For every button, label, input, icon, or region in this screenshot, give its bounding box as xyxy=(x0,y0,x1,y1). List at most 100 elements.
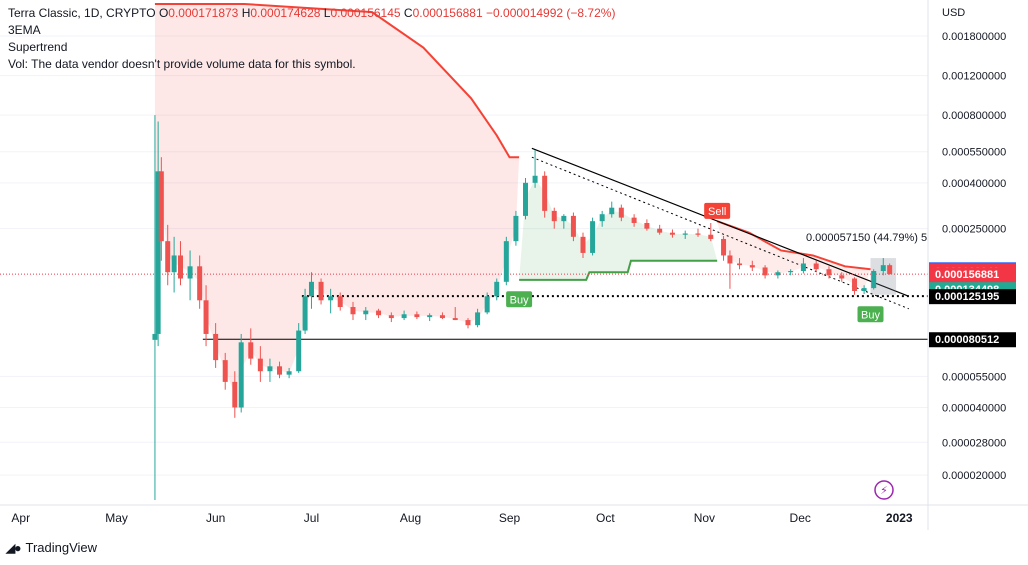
candle-body xyxy=(296,330,302,372)
candle-body xyxy=(682,233,688,235)
close-label: C xyxy=(403,6,413,20)
candle-body xyxy=(542,175,548,211)
candle-body xyxy=(657,228,663,233)
candle-body xyxy=(388,315,394,319)
candle-body xyxy=(631,217,637,223)
candle-body xyxy=(452,318,458,321)
candle-body xyxy=(695,233,701,235)
candle-body xyxy=(561,215,567,222)
price-label-text: 0.000125195 xyxy=(935,291,999,303)
supertrend-down-line xyxy=(154,3,520,159)
candle-body xyxy=(155,171,161,334)
candle-body xyxy=(599,214,605,222)
candle-body xyxy=(775,272,781,276)
candle-body xyxy=(277,366,283,375)
candle-body xyxy=(513,215,519,242)
candle-body xyxy=(337,296,343,308)
x-tick-label: Nov xyxy=(694,511,715,525)
candle-body xyxy=(590,221,596,253)
ohlc-row: Terra Classic, 1D, CRYPTO O0.000171873 H… xyxy=(8,5,615,22)
y-tick-label: 0.000800000 xyxy=(942,110,1006,122)
signal-label: Buy xyxy=(510,294,529,306)
y-tick-label: 0.001800000 xyxy=(942,31,1006,43)
lightning-icon-glyph: ⚡ xyxy=(880,484,888,497)
candle-body xyxy=(669,232,675,235)
candle-body xyxy=(532,175,538,183)
candle-body xyxy=(475,312,481,326)
price-label-text: 0.000080512 xyxy=(935,334,999,346)
open-value: 0.000171873 xyxy=(168,6,239,20)
candle-body xyxy=(165,241,171,273)
price-label-text: 0.000156881 xyxy=(935,269,999,281)
candle-body xyxy=(213,333,219,361)
x-tick-label: Oct xyxy=(596,511,615,525)
candle-body xyxy=(503,241,509,282)
x-tick-label: Dec xyxy=(790,511,811,525)
y-tick-label: 0.000400000 xyxy=(942,178,1006,190)
candle-body xyxy=(238,342,244,408)
candle-body xyxy=(871,271,877,289)
candle-body xyxy=(203,300,209,334)
candle-body xyxy=(286,371,292,375)
signal-label: Sell xyxy=(708,206,726,218)
candle-body xyxy=(813,263,819,270)
candle-body xyxy=(887,265,893,275)
supertrend-down2-fill xyxy=(717,221,871,290)
candle-body xyxy=(318,281,324,301)
candle-body xyxy=(762,267,768,276)
candle-body xyxy=(187,266,193,279)
candle-body xyxy=(644,222,650,229)
candle-body xyxy=(427,315,433,318)
candle-body xyxy=(826,269,832,276)
candle-body xyxy=(570,215,576,237)
x-tick-label: 2023 xyxy=(886,511,913,525)
indicator-supertrend[interactable]: Supertrend xyxy=(8,40,68,54)
high-value: 0.000174628 xyxy=(250,6,321,20)
candle-body xyxy=(737,263,743,266)
symbol-title[interactable]: Terra Classic, 1D, CRYPTO xyxy=(8,6,156,20)
sell-signal-badge xyxy=(704,202,731,219)
low-label: L xyxy=(323,6,331,20)
y-tick-label: 0.000250000 xyxy=(942,224,1006,236)
close-value: 0.000156881 xyxy=(412,6,483,20)
candle-body xyxy=(609,207,615,215)
x-tick-label: May xyxy=(105,511,128,525)
buy-signal-badge xyxy=(857,306,884,323)
candle-body xyxy=(222,360,228,382)
signal-label: Buy xyxy=(861,309,880,321)
candle-body xyxy=(749,265,755,268)
currency-label: USD xyxy=(942,7,965,19)
measure-label: 0.000057150 (44.79%) 5 xyxy=(806,232,927,244)
candle-body xyxy=(618,207,624,218)
candle-body xyxy=(880,265,886,272)
tradingview-watermark[interactable]: ◢● TradingView xyxy=(6,540,97,555)
candle-body xyxy=(171,255,177,273)
open-label: O xyxy=(158,6,169,20)
low-value: 0.000156145 xyxy=(330,6,401,20)
candle-body xyxy=(788,271,794,273)
y-tick-label: 0.001200000 xyxy=(942,71,1006,83)
indicator-volume[interactable]: Vol: The data vendor doesn't provide vol… xyxy=(8,57,356,71)
y-tick-label: 0.000040000 xyxy=(942,402,1006,414)
candle-body xyxy=(551,210,557,222)
x-tick-label: Apr xyxy=(11,511,30,525)
price-label-tag xyxy=(929,289,1016,305)
candle-body xyxy=(302,296,308,331)
tradingview-brand: TradingView xyxy=(25,540,98,555)
y-tick-label: 0.000028000 xyxy=(942,437,1006,449)
high-label: H xyxy=(241,6,251,20)
candle-body xyxy=(197,266,203,301)
chart-legend: Terra Classic, 1D, CRYPTO O0.000171873 H… xyxy=(8,5,615,73)
candle-body xyxy=(328,296,334,301)
price-label-tag xyxy=(929,332,1016,348)
indicator-ema[interactable]: 3EMA xyxy=(8,23,41,37)
x-tick-label: Jun xyxy=(206,511,225,525)
candle-body xyxy=(727,255,733,264)
candle-body xyxy=(800,263,806,272)
candle-body xyxy=(494,281,500,297)
candle-body xyxy=(439,315,445,319)
candle-body xyxy=(861,288,867,291)
candle-body xyxy=(414,314,420,318)
candle-body xyxy=(523,182,528,216)
